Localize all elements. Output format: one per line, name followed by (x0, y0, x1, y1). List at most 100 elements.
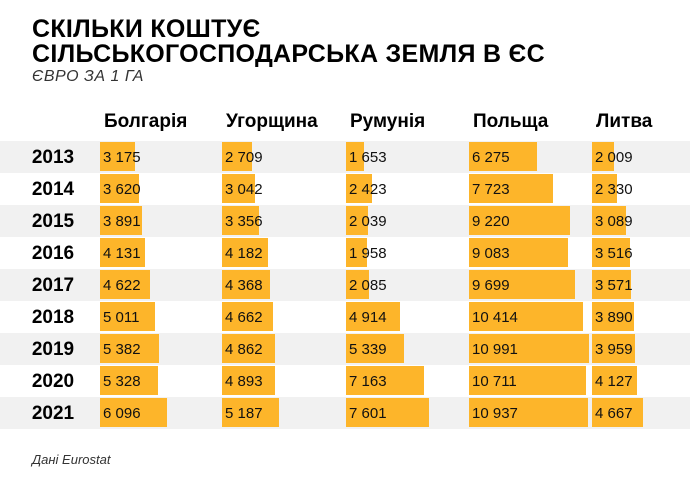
bar (100, 334, 159, 363)
bar (346, 302, 400, 331)
bar (222, 398, 279, 427)
value-label: 4 182 (225, 245, 263, 262)
title-line-1: СКІЛЬКИ КОШТУЄ (32, 15, 261, 43)
table-row: 2016 4 131 4 182 1 958 9 083 3 516 (0, 237, 690, 269)
bar (469, 398, 589, 427)
value-label: 4 893 (225, 373, 263, 390)
year-label: 2017 (31, 275, 75, 296)
value-label: 4 131 (103, 245, 141, 262)
value-label: 6 275 (472, 149, 510, 166)
bar (346, 142, 365, 171)
bar (469, 366, 586, 395)
bar (100, 238, 146, 267)
value-label: 2 709 (225, 149, 263, 166)
value-label: 4 862 (225, 341, 263, 358)
title-line-2: СІЛЬСЬКОГОСПОДАРСЬКА ЗЕМЛЯ В ЄС (32, 40, 545, 68)
value-label: 10 414 (472, 309, 518, 326)
column-header: Угорщина (226, 111, 318, 132)
value-label: 5 187 (225, 405, 263, 422)
year-label: 2016 (31, 243, 75, 264)
bar (346, 174, 373, 203)
bar (222, 334, 276, 363)
year-label: 2021 (31, 403, 75, 424)
value-label: 10 991 (472, 341, 518, 358)
bar (100, 270, 151, 299)
bar (100, 366, 159, 395)
year-label: 2018 (31, 307, 75, 328)
bar (100, 174, 140, 203)
value-label: 3 571 (595, 277, 633, 294)
value-label: 1 958 (349, 245, 387, 262)
value-label: 9 220 (472, 213, 510, 230)
value-label: 4 368 (225, 277, 263, 294)
bar (222, 366, 276, 395)
bar (469, 142, 538, 171)
year-label: 2020 (31, 371, 75, 392)
bar (469, 302, 583, 331)
bar (100, 398, 167, 427)
table-row: 2019 5 382 4 862 5 339 10 991 3 959 (0, 333, 690, 365)
year-label: 2015 (31, 211, 75, 232)
value-label: 7 601 (349, 405, 387, 422)
table-row: 2020 5 328 4 893 7 163 10 711 4 127 (0, 365, 690, 397)
table-row: 2017 4 622 4 368 2 085 9 699 3 571 (0, 269, 690, 301)
bar (592, 174, 618, 203)
value-label: 2 009 (595, 149, 633, 166)
bar (222, 142, 252, 171)
value-label: 3 356 (225, 213, 263, 230)
bar (469, 270, 575, 299)
bar (592, 366, 638, 395)
bar (222, 270, 270, 299)
value-label: 4 667 (595, 405, 633, 422)
bar (592, 398, 643, 427)
bar (100, 206, 143, 235)
bar (346, 206, 369, 235)
table-row: 2018 5 011 4 662 4 914 10 414 3 890 (0, 301, 690, 333)
value-label: 3 620 (103, 181, 141, 198)
value-label: 3 516 (595, 245, 633, 262)
value-label: 2 085 (349, 277, 387, 294)
value-label: 7 723 (472, 181, 510, 198)
bar (346, 398, 429, 427)
value-label: 3 042 (225, 181, 263, 198)
value-label: 3 891 (103, 213, 141, 230)
value-label: 2 423 (349, 181, 387, 198)
value-label: 5 339 (349, 341, 387, 358)
bar (469, 334, 589, 363)
value-label: 9 699 (472, 277, 510, 294)
column-header: Польща (473, 111, 549, 132)
bar (592, 206, 626, 235)
value-label: 5 382 (103, 341, 141, 358)
value-label: 5 011 (103, 309, 140, 326)
bar (346, 366, 425, 395)
value-label: 1 653 (349, 149, 387, 166)
table-row: 2014 3 620 3 042 2 423 7 723 2 330 (0, 173, 690, 205)
value-label: 9 083 (472, 245, 510, 262)
value-label: 3 890 (595, 309, 633, 326)
table-row: 2021 6 096 5 187 7 601 10 937 4 667 (0, 397, 690, 429)
bar (346, 270, 369, 299)
value-label: 3 089 (595, 213, 633, 230)
year-label: 2013 (31, 147, 75, 168)
value-label: 3 175 (103, 149, 141, 166)
bar (222, 206, 259, 235)
value-label: 7 163 (349, 373, 387, 390)
bar (592, 302, 635, 331)
value-label: 10 711 (472, 373, 517, 390)
bar (100, 302, 155, 331)
subtitle: ЄВРО ЗА 1 ГА (32, 68, 144, 85)
value-label: 2 039 (349, 213, 387, 230)
bar (469, 238, 569, 267)
value-label: 3 959 (595, 341, 633, 358)
bar (469, 174, 554, 203)
source-note: Дані Eurostat (32, 452, 111, 467)
bar (592, 334, 636, 363)
bar (346, 334, 405, 363)
bar (346, 238, 368, 267)
bar (469, 206, 570, 235)
column-header: Болгарія (104, 111, 188, 132)
value-label: 2 330 (595, 181, 633, 198)
bar (100, 142, 135, 171)
value-label: 10 937 (472, 405, 518, 422)
value-label: 4 622 (103, 277, 141, 294)
